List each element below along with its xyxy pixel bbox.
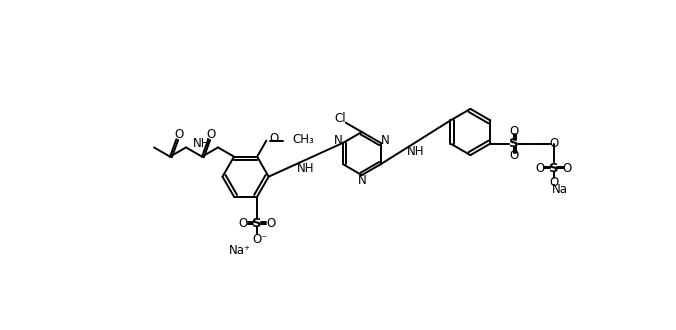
Text: Na⁺: Na⁺: [229, 244, 251, 257]
Text: O⁻: O⁻: [252, 233, 268, 246]
Text: N: N: [381, 134, 389, 147]
Text: O: O: [174, 128, 183, 141]
Text: O: O: [510, 149, 519, 162]
Text: O: O: [206, 128, 215, 141]
Text: NH: NH: [407, 145, 425, 158]
Text: N: N: [358, 174, 366, 187]
Text: N: N: [334, 134, 343, 147]
Text: O: O: [549, 176, 558, 188]
Text: O: O: [563, 162, 572, 175]
Text: Na: Na: [552, 183, 568, 196]
Text: S: S: [252, 217, 262, 230]
Text: S: S: [549, 162, 558, 175]
Text: O: O: [550, 137, 559, 150]
Text: O: O: [239, 217, 248, 230]
Text: O: O: [266, 217, 276, 230]
Text: O: O: [510, 125, 519, 138]
Text: NH: NH: [193, 137, 210, 150]
Text: S: S: [510, 137, 519, 150]
Text: O: O: [535, 162, 544, 175]
Text: Cl: Cl: [335, 113, 346, 125]
Text: NH: NH: [297, 162, 315, 176]
Text: CH₃: CH₃: [293, 133, 314, 146]
Text: O: O: [270, 132, 279, 145]
